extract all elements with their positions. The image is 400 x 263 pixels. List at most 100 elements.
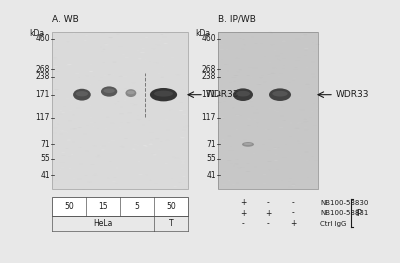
Text: A. WB: A. WB xyxy=(52,15,79,24)
Ellipse shape xyxy=(56,71,59,72)
Ellipse shape xyxy=(75,73,80,74)
Ellipse shape xyxy=(236,115,240,116)
Ellipse shape xyxy=(115,82,120,83)
Ellipse shape xyxy=(175,58,178,59)
Ellipse shape xyxy=(182,114,186,115)
Ellipse shape xyxy=(220,77,224,78)
Text: 5: 5 xyxy=(134,202,140,211)
Ellipse shape xyxy=(272,91,288,97)
Ellipse shape xyxy=(68,110,72,111)
Ellipse shape xyxy=(296,60,300,61)
Text: NB100-58830: NB100-58830 xyxy=(320,200,368,205)
Ellipse shape xyxy=(154,128,155,129)
Ellipse shape xyxy=(303,122,306,123)
Ellipse shape xyxy=(157,149,162,150)
Ellipse shape xyxy=(124,57,129,58)
Ellipse shape xyxy=(228,180,230,181)
Ellipse shape xyxy=(235,114,239,115)
Ellipse shape xyxy=(236,91,250,97)
Ellipse shape xyxy=(224,114,228,115)
Ellipse shape xyxy=(119,113,124,114)
Ellipse shape xyxy=(302,157,305,158)
Ellipse shape xyxy=(127,91,135,94)
Ellipse shape xyxy=(137,119,141,120)
Ellipse shape xyxy=(279,73,282,74)
Ellipse shape xyxy=(268,139,272,140)
Text: WDR33: WDR33 xyxy=(336,90,370,99)
Ellipse shape xyxy=(150,132,154,133)
Text: 171: 171 xyxy=(202,90,216,99)
Ellipse shape xyxy=(288,82,291,83)
Text: -: - xyxy=(267,219,269,228)
Ellipse shape xyxy=(294,67,297,68)
Ellipse shape xyxy=(88,167,92,168)
Ellipse shape xyxy=(101,108,103,109)
Ellipse shape xyxy=(87,181,92,183)
Ellipse shape xyxy=(150,88,177,102)
Ellipse shape xyxy=(154,183,157,184)
Ellipse shape xyxy=(240,167,245,168)
Ellipse shape xyxy=(138,174,143,175)
Text: 55: 55 xyxy=(40,154,50,163)
Text: -: - xyxy=(292,198,294,207)
Ellipse shape xyxy=(87,163,89,164)
Ellipse shape xyxy=(154,90,173,97)
Ellipse shape xyxy=(53,133,56,134)
Ellipse shape xyxy=(182,89,184,90)
Ellipse shape xyxy=(60,130,64,131)
Ellipse shape xyxy=(303,121,308,122)
Text: Ctrl IgG: Ctrl IgG xyxy=(320,221,346,226)
Ellipse shape xyxy=(154,100,157,101)
Ellipse shape xyxy=(109,133,110,134)
Ellipse shape xyxy=(224,37,228,38)
Ellipse shape xyxy=(262,91,266,92)
Ellipse shape xyxy=(134,62,139,63)
Ellipse shape xyxy=(66,132,68,133)
Text: -: - xyxy=(267,198,269,207)
Ellipse shape xyxy=(157,45,161,46)
Ellipse shape xyxy=(277,106,281,107)
Ellipse shape xyxy=(148,120,151,121)
Ellipse shape xyxy=(226,64,229,65)
Text: 41: 41 xyxy=(206,171,216,180)
Ellipse shape xyxy=(163,107,166,108)
Ellipse shape xyxy=(270,88,274,89)
Ellipse shape xyxy=(234,75,238,76)
Ellipse shape xyxy=(246,75,250,76)
Ellipse shape xyxy=(72,178,76,179)
Text: 117: 117 xyxy=(202,113,216,122)
Text: 41: 41 xyxy=(40,171,50,180)
Ellipse shape xyxy=(276,98,278,99)
Ellipse shape xyxy=(101,86,117,97)
Ellipse shape xyxy=(250,101,253,102)
Ellipse shape xyxy=(219,44,223,45)
Ellipse shape xyxy=(52,143,56,144)
Ellipse shape xyxy=(159,40,162,41)
Ellipse shape xyxy=(168,87,172,88)
Ellipse shape xyxy=(52,46,56,47)
Ellipse shape xyxy=(270,44,274,45)
Ellipse shape xyxy=(73,33,76,34)
Ellipse shape xyxy=(103,62,105,63)
Ellipse shape xyxy=(300,36,305,37)
Ellipse shape xyxy=(123,76,128,77)
Ellipse shape xyxy=(293,82,296,83)
Ellipse shape xyxy=(86,92,88,93)
Ellipse shape xyxy=(232,77,236,78)
Ellipse shape xyxy=(303,34,308,35)
Ellipse shape xyxy=(143,145,147,146)
Ellipse shape xyxy=(123,93,127,94)
Ellipse shape xyxy=(314,51,316,52)
Ellipse shape xyxy=(84,40,87,41)
Ellipse shape xyxy=(63,76,67,77)
Text: -: - xyxy=(242,219,244,228)
Ellipse shape xyxy=(240,104,244,105)
Ellipse shape xyxy=(304,50,307,51)
Text: HeLa: HeLa xyxy=(93,219,113,228)
Ellipse shape xyxy=(61,155,65,156)
Ellipse shape xyxy=(134,144,137,145)
Ellipse shape xyxy=(280,53,283,54)
Text: 50: 50 xyxy=(64,202,74,211)
Ellipse shape xyxy=(108,74,111,75)
Ellipse shape xyxy=(107,42,110,43)
